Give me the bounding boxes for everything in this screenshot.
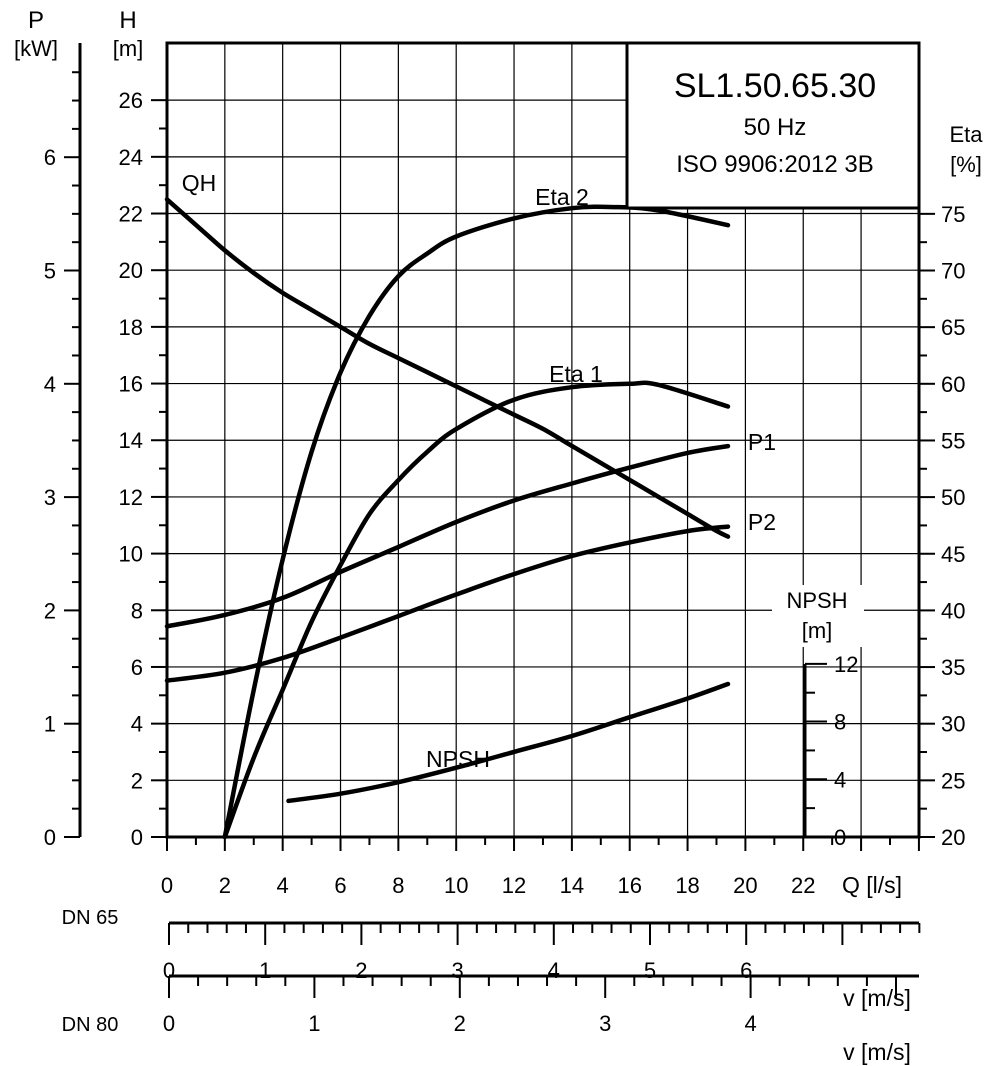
eta-tick-label-50: 50 bbox=[941, 485, 965, 510]
p-tick-label-4: 4 bbox=[44, 372, 56, 397]
q-axis-title: Q [l/s] bbox=[842, 872, 902, 898]
eta-tick-label-45: 45 bbox=[941, 542, 965, 567]
curves-layer bbox=[164, 197, 731, 840]
series-label-eta2: Eta 2 bbox=[535, 184, 589, 210]
q-tick-label-2: 2 bbox=[219, 873, 231, 898]
npsh-tick-label-4: 4 bbox=[834, 767, 846, 792]
eta-tick-label-20: 20 bbox=[941, 825, 965, 850]
h-tick-label-22: 22 bbox=[119, 202, 143, 227]
h-tick-label-10: 10 bbox=[119, 542, 143, 567]
v65-tick-label-5: 5 bbox=[644, 958, 656, 983]
eta-tick-label-30: 30 bbox=[941, 712, 965, 737]
h-tick-label-0: 0 bbox=[131, 825, 143, 850]
npsh-axis-title: NPSH bbox=[786, 588, 847, 613]
npsh-tick-label-12: 12 bbox=[834, 652, 858, 677]
h-tick-label-16: 16 bbox=[119, 372, 143, 397]
q-tick-label-8: 8 bbox=[392, 873, 404, 898]
eta-tick-label-25: 25 bbox=[941, 768, 965, 793]
dn80-v-label: v [m/s] bbox=[843, 1039, 911, 1065]
h-tick-label-12: 12 bbox=[119, 485, 143, 510]
eta-tick-label-55: 55 bbox=[941, 428, 965, 453]
h-tick-label-14: 14 bbox=[119, 428, 143, 453]
curve-eta2 bbox=[222, 204, 731, 840]
curve-qh bbox=[164, 197, 731, 539]
q-tick-label-10: 10 bbox=[444, 873, 468, 898]
eta-tick-label-70: 70 bbox=[941, 259, 965, 284]
p-tick-label-2: 2 bbox=[44, 598, 56, 623]
v65-tick-label-3: 3 bbox=[451, 958, 463, 983]
h-tick-label-24: 24 bbox=[119, 145, 143, 170]
q-tick-label-4: 4 bbox=[277, 873, 289, 898]
npsh-tick-label-8: 8 bbox=[834, 710, 846, 735]
q-tick-label-20: 20 bbox=[733, 873, 757, 898]
chart-title-frequency: 50 Hz bbox=[744, 114, 807, 141]
p-tick-label-0: 0 bbox=[44, 825, 56, 850]
h-tick-label-2: 2 bbox=[131, 768, 143, 793]
h-tick-label-4: 4 bbox=[131, 712, 143, 737]
q-tick-label-16: 16 bbox=[617, 873, 641, 898]
dn65-label: DN 65 bbox=[62, 907, 119, 929]
dn80-label: DN 80 bbox=[62, 1014, 119, 1036]
dn65-v-label: v [m/s] bbox=[843, 985, 911, 1011]
eta-axis-title: Eta bbox=[949, 122, 983, 147]
q-tick-label-22: 22 bbox=[791, 873, 815, 898]
v80-tick-label-3: 3 bbox=[599, 1011, 611, 1036]
eta-tick-label-35: 35 bbox=[941, 655, 965, 680]
h-axis-title: H bbox=[119, 7, 136, 34]
h-axis-unit: [m] bbox=[113, 36, 144, 61]
h-tick-label-8: 8 bbox=[131, 598, 143, 623]
velocity-scale-dn80: 0 1 2 3 4 bbox=[163, 974, 919, 1036]
q-tick-label-14: 14 bbox=[560, 873, 584, 898]
v80-tick-label-4: 4 bbox=[744, 1011, 756, 1036]
v65-tick-label-1: 1 bbox=[259, 958, 271, 983]
chart-title-standard: ISO 9906:2012 3B bbox=[676, 151, 873, 178]
series-label-qh: QH bbox=[182, 170, 217, 196]
q-tick-label-18: 18 bbox=[675, 873, 699, 898]
p-tick-label-3: 3 bbox=[44, 485, 56, 510]
p-axis: 0 1 2 3 4 5 6 bbox=[44, 43, 82, 850]
v80-tick-label-1: 1 bbox=[308, 1011, 320, 1036]
curve-npsh bbox=[286, 681, 731, 804]
chart-title-model: SL1.50.65.30 bbox=[674, 67, 876, 105]
q-tick-label-6: 6 bbox=[334, 873, 346, 898]
h-tick-label-18: 18 bbox=[119, 315, 143, 340]
npsh-title-bg bbox=[772, 585, 864, 647]
h-tick-label-20: 20 bbox=[119, 258, 143, 283]
p-axis-title: P bbox=[28, 7, 44, 34]
q-tick-label-12: 12 bbox=[502, 873, 526, 898]
eta-tick-label-75: 75 bbox=[941, 202, 965, 227]
npsh-tick-label-0: 0 bbox=[834, 825, 846, 850]
v80-tick-label-0: 0 bbox=[163, 1011, 175, 1036]
q-axis: 0 2 4 6 8 10 12 14 16 18 20 22 bbox=[161, 837, 920, 898]
p-tick-label-5: 5 bbox=[44, 259, 56, 284]
series-label-p1: P1 bbox=[748, 429, 776, 455]
h-tick-label-6: 6 bbox=[131, 655, 143, 680]
eta-tick-label-65: 65 bbox=[941, 315, 965, 340]
eta-axis: 20 25 30 35 40 45 50 55 60 65 70 75 bbox=[919, 202, 965, 850]
v80-tick-label-2: 2 bbox=[454, 1011, 466, 1036]
v65-tick-label-4: 4 bbox=[548, 958, 560, 983]
curve-p2 bbox=[164, 524, 731, 683]
npsh-axis-unit: [m] bbox=[802, 618, 833, 643]
h-tick-label-26: 26 bbox=[119, 88, 143, 113]
series-label-eta1: Eta 1 bbox=[549, 361, 603, 387]
eta-tick-label-40: 40 bbox=[941, 598, 965, 623]
p-tick-label-6: 6 bbox=[44, 145, 56, 170]
series-label-npsh: NPSH bbox=[426, 746, 490, 772]
title-box bbox=[625, 41, 921, 210]
series-label-p2: P2 bbox=[748, 509, 776, 535]
p-axis-unit: [kW] bbox=[14, 36, 58, 61]
p-tick-label-1: 1 bbox=[44, 712, 56, 737]
q-tick-label-0: 0 bbox=[161, 873, 173, 898]
npsh-axis: 0 4 8 12 bbox=[803, 652, 858, 850]
curve-p1 bbox=[164, 443, 731, 629]
v65-tick-label-2: 2 bbox=[355, 958, 367, 983]
curve-eta1 bbox=[222, 380, 731, 840]
eta-axis-unit: [%] bbox=[950, 152, 982, 177]
eta-tick-label-60: 60 bbox=[941, 372, 965, 397]
